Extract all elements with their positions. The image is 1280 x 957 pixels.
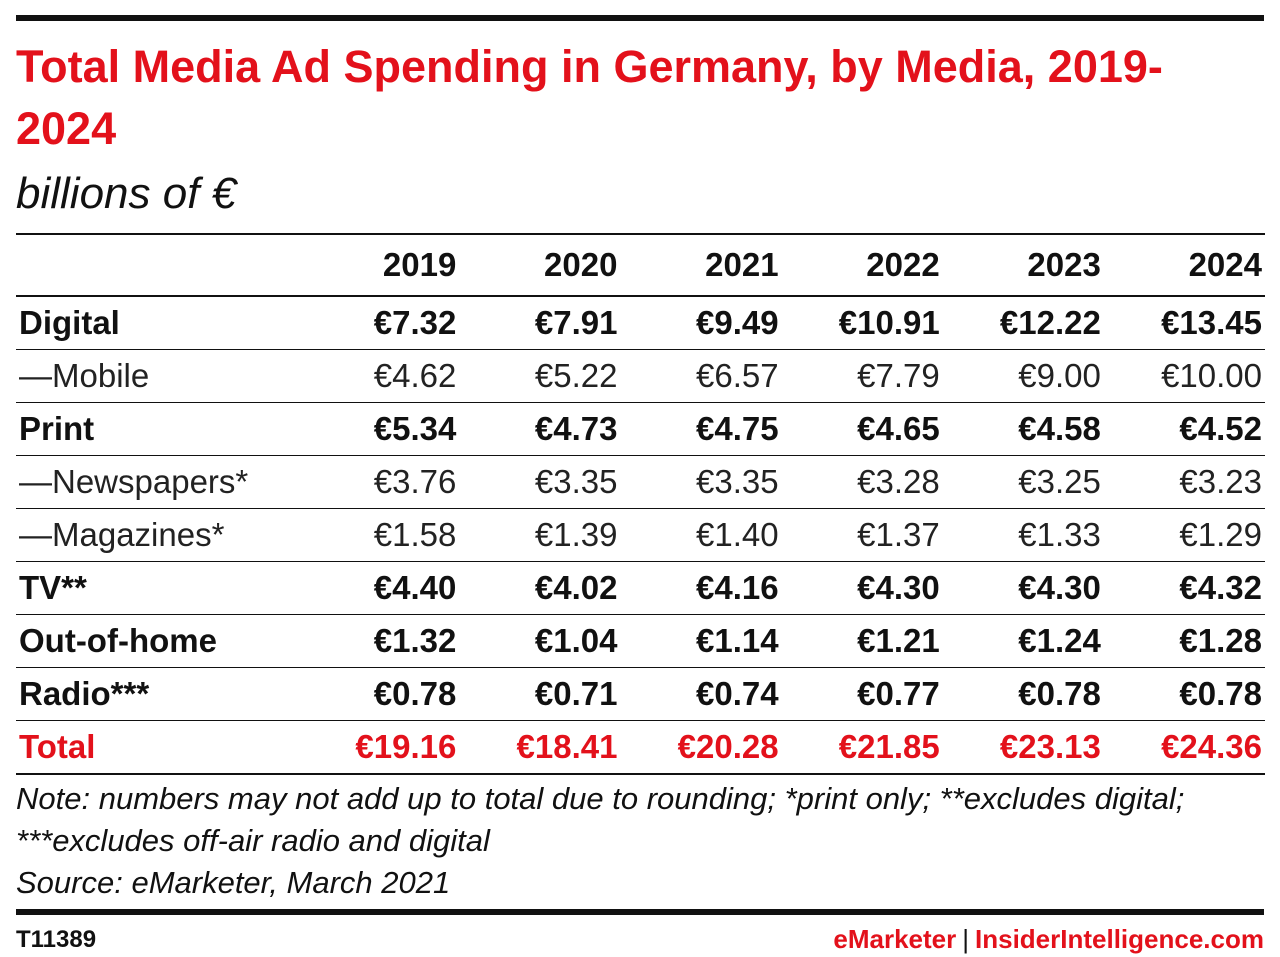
table-row: —Newspapers* €3.76 €3.35 €3.35 €3.28 €3.25 €3.… [16,455,1265,509]
header-corner [16,233,299,297]
table-cell: €4.30 [942,561,1104,615]
chart-subtitle: billions of € [16,169,237,218]
chart-title: Total Media Ad Spending in Germany, by M… [16,41,1163,154]
brand-emarketer: eMarketer [833,924,957,954]
table-cell: €13.45 [1103,296,1265,350]
brand-insider-intelligence: InsiderIntelligence.com [975,924,1264,954]
table-cell: €1.14 [620,614,782,668]
column-header: 2019 [298,233,460,297]
table-cell: €1.32 [298,614,460,668]
table-row: —Mobile €4.62 €5.22 €6.57 €7.79 €9.00 €10.00 [16,349,1265,403]
table-cell: €1.21 [781,614,943,668]
table-cell: €4.62 [298,349,460,403]
note-text: Note: numbers may not add up to total du… [16,781,1185,858]
source-text: Source: eMarketer, March 2021 [16,865,451,900]
chart-id: T11389 [16,926,97,953]
table-cell: €4.40 [298,561,460,615]
table-cell: €3.35 [459,455,621,509]
bottom-rule [16,909,1264,915]
table-cell: €4.75 [620,402,782,456]
table-cell: €5.22 [459,349,621,403]
table-cell: €1.28 [1103,614,1265,668]
table-cell: €0.71 [459,667,621,721]
table-cell: €7.32 [298,296,460,350]
table-cell: €5.34 [298,402,460,456]
table-cell: €18.41 [459,720,621,775]
column-header: 2021 [620,233,782,297]
table-cell: €0.78 [942,667,1104,721]
table-cell: €4.16 [620,561,782,615]
table-cell: €0.78 [298,667,460,721]
table-row: Print €5.34 €4.73 €4.75 €4.65 €4.58 €4.52 [16,402,1265,456]
table-row: —Magazines* €1.58 €1.39 €1.40 €1.37 €1.33 €1.2… [16,508,1265,562]
table-row: TV** €4.40 €4.02 €4.16 €4.30 €4.30 €4.32 [16,561,1265,615]
table-cell: €1.29 [1103,508,1265,562]
table-cell: €4.58 [942,402,1104,456]
table-cell: €1.40 [620,508,782,562]
row-label: Digital [16,296,299,350]
table-cell: €4.73 [459,402,621,456]
table-cell: €4.52 [1103,402,1265,456]
table-cell: €3.76 [298,455,460,509]
table-cell: €0.77 [781,667,943,721]
table-cell: €1.33 [942,508,1104,562]
table-cell: €0.74 [620,667,782,721]
row-label: —Newspapers* [16,455,299,509]
table-cell: €9.49 [620,296,782,350]
table-cell: €4.32 [1103,561,1265,615]
table-cell: €7.79 [781,349,943,403]
row-label: Out-of-home [16,614,299,668]
row-label: —Mobile [16,349,299,403]
table-cell: €1.58 [298,508,460,562]
column-header: 2020 [459,233,621,297]
brand-separator: | [962,924,970,954]
notes-block: Note: numbers may not add up to total du… [16,778,1266,904]
table-cell: €1.24 [942,614,1104,668]
top-rule [16,15,1264,21]
table-cell: €3.28 [781,455,943,509]
row-label: Print [16,402,299,456]
table-cell: €12.22 [942,296,1104,350]
row-label: —Magazines* [16,508,299,562]
table-cell: €0.78 [1103,667,1265,721]
table-cell: €1.04 [459,614,621,668]
table-cell: €23.13 [942,720,1104,775]
table-cell: €6.57 [620,349,782,403]
table-body: Digital €7.32 €7.91 €9.49 €10.91 €12.22 €13.45… [16,296,1265,775]
header-row: 2019 2020 2021 2022 2023 2024 [16,233,1265,297]
table-cell: €7.91 [459,296,621,350]
column-header: 2022 [781,233,943,297]
table-row: Total €19.16 €18.41 €20.28 €21.85 €23.13 €24.3… [16,720,1265,775]
table-cell: €3.25 [942,455,1104,509]
table-cell: €4.02 [459,561,621,615]
table-row: Digital €7.32 €7.91 €9.49 €10.91 €12.22 €13.45 [16,296,1265,350]
row-label: TV** [16,561,299,615]
column-header: 2024 [1103,233,1265,297]
row-label: Total [16,720,299,775]
table-cell: €9.00 [942,349,1104,403]
column-header: 2023 [942,233,1104,297]
table-cell: €4.65 [781,402,943,456]
data-table: 2019 2020 2021 2022 2023 2024 Digital €7.… [16,233,1265,775]
table-cell: €10.91 [781,296,943,350]
table-cell: €3.23 [1103,455,1265,509]
table-cell: €19.16 [298,720,460,775]
table-cell: €24.36 [1103,720,1265,775]
table-cell: €4.30 [781,561,943,615]
row-label: Radio*** [16,667,299,721]
table-cell: €1.39 [459,508,621,562]
table-cell: €1.37 [781,508,943,562]
footer-brand: eMarketer | InsiderIntelligence.com [833,924,1264,955]
table-row: Out-of-home €1.32 €1.04 €1.14 €1.21 €1.24 €1.2… [16,614,1265,668]
table-row: Radio*** €0.78 €0.71 €0.74 €0.77 €0.78 €0.78 [16,667,1265,721]
table-cell: €10.00 [1103,349,1265,403]
table-cell: €20.28 [620,720,782,775]
table-cell: €3.35 [620,455,782,509]
table-cell: €21.85 [781,720,943,775]
